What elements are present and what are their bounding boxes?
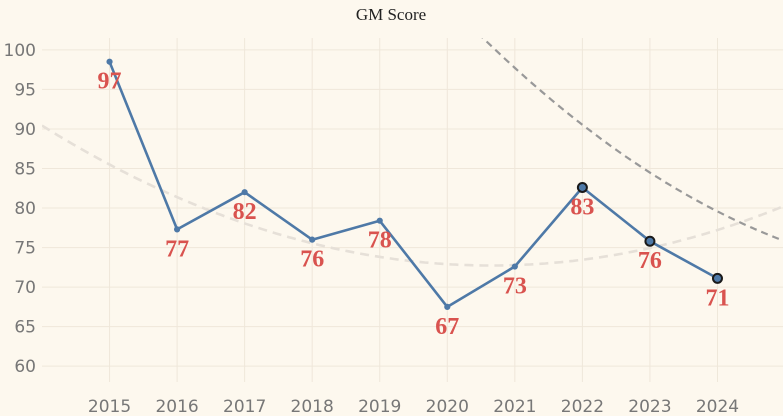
x-tick-label: 2019 (358, 397, 401, 416)
trend-lines (42, 38, 783, 267)
grid (42, 38, 783, 382)
data-labels: 97 77 82 76 78 67 73 83 76 71 (98, 69, 730, 340)
x-tick-label: 2024 (696, 397, 739, 416)
chart-title: GM Score (356, 5, 426, 24)
y-tick-label: 90 (14, 120, 36, 140)
y-axis-ticks: 60 65 70 75 80 85 90 95 100 (4, 41, 36, 377)
trend-line-2 (481, 38, 783, 242)
data-point (241, 189, 248, 196)
y-tick-label: 75 (14, 239, 36, 259)
x-tick-label: 2022 (561, 397, 604, 416)
y-tick-label: 100 (4, 41, 36, 61)
y-tick-label: 65 (14, 318, 36, 338)
data-label: 73 (503, 274, 527, 300)
x-tick-label: 2023 (628, 397, 671, 416)
data-point (444, 303, 451, 310)
data-point (376, 217, 383, 224)
series-line (108, 61, 719, 309)
data-label: 78 (368, 228, 392, 254)
data-point (644, 235, 656, 247)
data-label: 77 (165, 236, 189, 262)
y-tick-label: 85 (14, 159, 36, 179)
y-tick-label: 80 (14, 199, 36, 219)
data-label: 83 (570, 194, 594, 220)
data-label: 76 (300, 247, 324, 273)
data-label: 82 (233, 199, 257, 225)
x-tick-label: 2018 (291, 397, 334, 416)
data-point (309, 236, 316, 243)
x-tick-label: 2016 (155, 397, 198, 416)
x-tick-label: 2017 (223, 397, 266, 416)
x-tick-label: 2015 (88, 397, 131, 416)
data-point (106, 58, 113, 65)
data-label: 71 (705, 285, 729, 311)
data-label: 97 (98, 69, 122, 95)
data-label: 67 (435, 314, 459, 340)
y-tick-label: 60 (14, 357, 36, 377)
data-label: 76 (638, 248, 662, 274)
data-point (173, 226, 181, 233)
y-tick-label: 70 (14, 278, 36, 298)
data-point (576, 181, 588, 193)
x-tick-label: 2021 (493, 397, 536, 416)
x-axis-ticks: 2015 2016 2017 2018 2019 2020 2021 2022 2023 2024 (88, 397, 739, 416)
data-point (711, 272, 723, 284)
x-tick-label: 2020 (426, 397, 469, 416)
series-gm-score (106, 58, 723, 310)
y-tick-label: 95 (14, 80, 36, 100)
trend-line-1 (42, 124, 783, 267)
data-point (511, 263, 518, 270)
